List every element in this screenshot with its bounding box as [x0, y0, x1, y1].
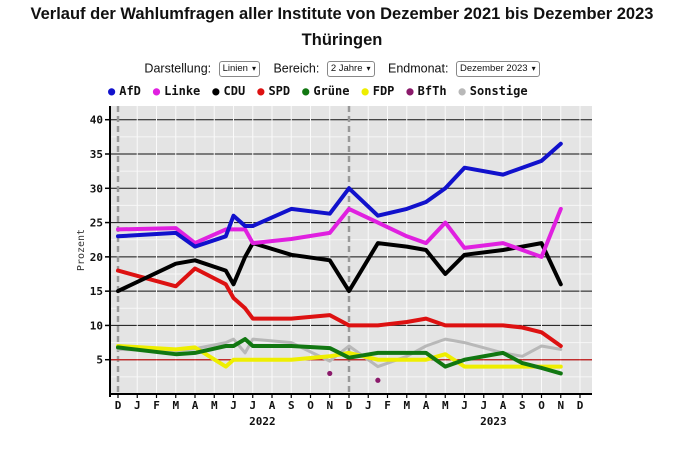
legend-dot-icon: ●	[152, 84, 161, 98]
legend-dot-icon: ●	[212, 84, 220, 98]
legend-dot-icon: ●	[302, 84, 310, 98]
legend-label: SPD	[268, 84, 291, 98]
bfth-point	[327, 370, 333, 377]
x-tick-label: F	[384, 399, 391, 412]
darstellung-label: Darstellung:	[144, 61, 212, 76]
bfth-point	[375, 377, 381, 383]
x-tick-label: J	[230, 399, 237, 412]
x-tick-label: A	[269, 399, 276, 412]
legend-label: Grüne	[313, 84, 350, 98]
page-subtitle: Thüringen	[301, 31, 383, 49]
y-axis-label: Prozent	[76, 229, 87, 271]
y-tick-label: 30	[90, 182, 103, 195]
x-tick-label: S	[288, 399, 295, 412]
x-tick-label: J	[134, 399, 141, 412]
legend-label: Linke	[164, 84, 201, 98]
legend-item-cdu: ● CDU	[212, 84, 245, 98]
legend-item-afd: ● AfD	[108, 84, 141, 98]
series-line-spd	[116, 266, 563, 348]
x-tick-label: J	[480, 399, 487, 412]
endmonat-select[interactable]: Dezember 2023 ▾	[455, 61, 540, 77]
series-line-afd	[116, 141, 563, 249]
x-tick-label: J	[249, 399, 256, 412]
legend-item-fdp: ● FDP	[361, 84, 394, 98]
series-line-linke	[116, 206, 563, 259]
y-tick-label: 5	[96, 354, 103, 367]
endmonat-value: Dezember 2023	[459, 63, 528, 74]
year-label: 2023	[480, 415, 507, 428]
x-tick-label: M	[172, 399, 179, 412]
x-tick-label: N	[557, 399, 564, 412]
x-tick-label: J	[365, 399, 372, 412]
x-tick-label: M	[442, 399, 449, 412]
legend-label: CDU	[223, 84, 246, 98]
x-tick-label: J	[461, 399, 468, 412]
x-tick-label: A	[500, 399, 507, 412]
legend-item-linke: ● Linke	[153, 84, 200, 98]
legend-dot-icon: ●	[108, 84, 116, 98]
y-tick-label: 35	[90, 148, 103, 161]
legend-label: FDP	[372, 84, 395, 98]
y-tick-label: 40	[90, 114, 103, 127]
x-tick-label: D	[115, 399, 122, 412]
legend-dot-icon: ●	[458, 84, 466, 98]
legend-dot-icon: ●	[257, 84, 265, 98]
legend-item-spd: ● SPD	[257, 84, 290, 98]
bereich-control: Bereich: 2 Jahre ▾	[273, 61, 375, 77]
series-line-cdu	[116, 241, 563, 294]
legend-dot-icon: ●	[406, 84, 414, 98]
endmonat-control: Endmonat: Dezember 2023 ▾	[388, 61, 540, 77]
chart-legend: ● AfD ● Linke ● CDU ● SPD ● Grüne ● FDP ● BfTh ● Sonsti…	[108, 84, 540, 98]
darstellung-value: Linien	[222, 63, 248, 74]
chevron-down-icon: ▾	[366, 64, 371, 73]
legend-label: BfTh	[417, 84, 447, 98]
legend-item-grüne: ● Grüne	[302, 84, 349, 98]
y-tick-label: 10	[90, 319, 103, 332]
legend-dot-icon: ●	[361, 84, 369, 98]
y-tick-label: 25	[90, 217, 103, 230]
darstellung-select[interactable]: Linien ▾	[218, 61, 260, 77]
x-tick-label: N	[326, 399, 333, 412]
bereich-select[interactable]: 2 Jahre ▾	[326, 61, 375, 77]
x-tick-label: M	[403, 399, 410, 412]
chevron-down-icon: ▾	[251, 64, 256, 73]
x-tick-label: A	[423, 399, 430, 412]
x-tick-label: A	[192, 399, 199, 412]
y-tick-label: 15	[90, 285, 103, 298]
x-tick-label: F	[153, 399, 160, 412]
legend-label: Sonstige	[469, 84, 528, 98]
chevron-down-icon: ▾	[531, 64, 536, 73]
legend-item-bfth: ● BfTh	[406, 84, 446, 98]
legend-item-sonstige: ● Sonstige	[459, 84, 528, 98]
x-tick-label: M	[211, 399, 218, 412]
x-tick-label: S	[519, 399, 526, 412]
x-tick-label: O	[538, 399, 545, 412]
year-label: 2022	[249, 415, 276, 428]
page-title: Verlauf der Wahlumfragen aller Institute…	[30, 5, 654, 23]
bereich-label: Bereich:	[273, 61, 320, 76]
x-tick-label: D	[577, 399, 584, 412]
series-line-gruene	[116, 337, 563, 376]
y-tick-label: 20	[90, 251, 103, 264]
x-tick-label: D	[346, 399, 353, 412]
x-tick-label: O	[307, 399, 314, 412]
controls-bar: Darstellung: Linien ▾ Bereich: 2 Jahre ▾ E…	[0, 61, 684, 77]
darstellung-control: Darstellung: Linien ▾	[144, 61, 260, 77]
endmonat-label: Endmonat:	[388, 61, 449, 76]
series-line-fdp	[116, 344, 563, 369]
bereich-value: 2 Jahre	[330, 63, 363, 74]
legend-label: AfD	[119, 84, 141, 98]
